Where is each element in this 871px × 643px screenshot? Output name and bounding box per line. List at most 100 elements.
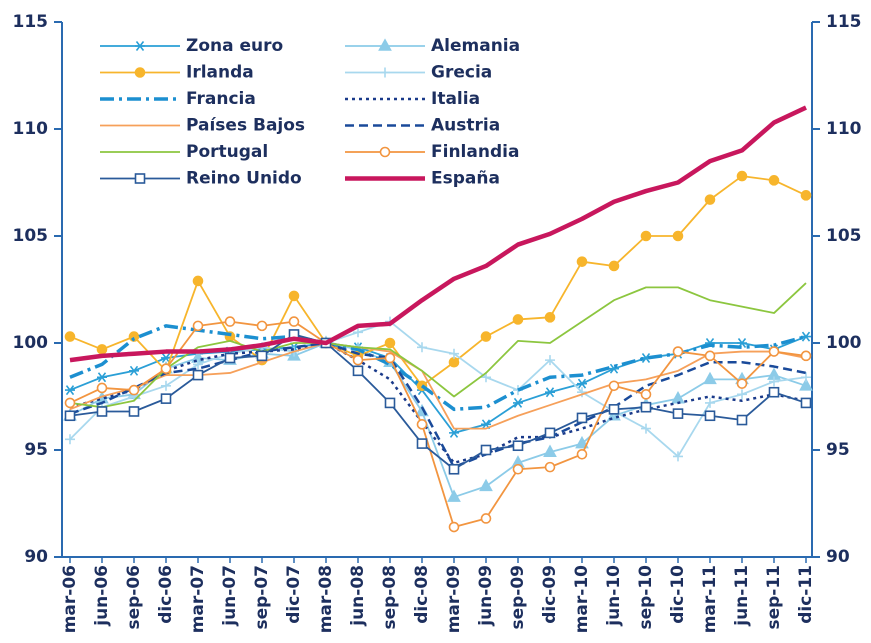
legend-label: Italia	[431, 89, 480, 109]
data-point	[800, 190, 812, 201]
legend-label: Portugal	[186, 142, 268, 162]
data-point	[161, 352, 171, 363]
data-point	[128, 384, 140, 396]
y2-tick-label: 95	[826, 440, 850, 460]
legend-marker	[379, 146, 391, 158]
data-point	[480, 513, 492, 524]
data-point	[256, 320, 268, 332]
data-point	[416, 419, 428, 430]
data-point	[577, 387, 587, 398]
data-point	[256, 350, 268, 362]
data-point	[544, 461, 556, 473]
data-point	[513, 397, 523, 408]
legend-marker	[380, 67, 390, 78]
data-point	[224, 316, 236, 327]
x-tick-label: dic-09	[540, 565, 560, 624]
data-point	[641, 423, 651, 434]
legend-marker	[134, 67, 146, 78]
legend-label: Grecia	[431, 63, 492, 83]
legend-marker	[134, 173, 146, 184]
x-tick-label: jun-06	[92, 565, 112, 627]
legend-label: Reino Unido	[186, 169, 302, 189]
series-line	[69, 105, 807, 363]
data-point	[128, 406, 140, 417]
x-tick-label: dic-08	[412, 565, 432, 624]
data-point	[448, 521, 460, 533]
x-tick-label: dic-07	[284, 565, 304, 624]
data-point	[545, 355, 555, 366]
data-point	[800, 350, 812, 362]
data-point	[65, 385, 75, 396]
data-point	[640, 230, 652, 242]
y-tick-label: 115	[13, 12, 49, 32]
data-point	[576, 412, 588, 424]
data-point	[479, 478, 493, 492]
data-point	[129, 365, 139, 376]
legend-label: Austria	[431, 116, 500, 136]
data-point	[288, 316, 300, 327]
data-point	[480, 331, 492, 342]
x-tick-label: jun-08	[348, 565, 368, 627]
data-point	[736, 170, 748, 182]
legend-label: Irlanda	[186, 63, 254, 83]
data-point	[96, 382, 108, 394]
x-tick-label: sep-06	[124, 565, 144, 630]
data-point	[288, 290, 300, 302]
data-point	[672, 230, 684, 242]
data-point	[448, 356, 460, 368]
data-point	[447, 489, 461, 502]
data-point	[608, 260, 620, 272]
data-point	[384, 352, 396, 364]
legend-label: Alemania	[431, 36, 520, 56]
data-point	[65, 434, 75, 445]
legend: Zona euro Alemania Irlanda Grecia Francia Ita…	[88, 32, 543, 194]
x-tick-label: mar-10	[572, 565, 592, 633]
data-point	[512, 463, 524, 475]
data-point	[705, 397, 715, 408]
data-point	[480, 444, 492, 456]
data-point	[799, 378, 813, 391]
legend-box	[88, 32, 543, 194]
series-line	[69, 342, 807, 430]
data-point	[576, 448, 588, 460]
x-tick-label: mar-07	[188, 565, 208, 633]
x-tick-label: sep-08	[380, 565, 400, 630]
x-tick-label: jun-11	[732, 565, 752, 627]
data-point	[801, 331, 811, 342]
data-point	[64, 331, 76, 342]
data-point	[673, 451, 683, 462]
x-tick-label: sep-10	[636, 565, 656, 630]
data-point	[193, 359, 203, 370]
y-tick-label: 100	[13, 333, 49, 353]
y2-tick-label: 110	[826, 119, 862, 139]
legend-label: Finlandia	[431, 142, 519, 162]
x-tick-label: dic-11	[796, 565, 816, 624]
series-line	[69, 324, 807, 412]
legend-label: Francia	[186, 89, 256, 109]
x-tick-label: mar-08	[316, 565, 336, 633]
data-point	[800, 397, 812, 409]
data-point	[449, 427, 459, 438]
data-point	[768, 175, 780, 186]
data-point	[577, 378, 587, 389]
legend-marker	[378, 38, 392, 51]
data-point	[769, 376, 779, 387]
data-point	[224, 352, 236, 364]
series-line	[69, 175, 807, 387]
x-tick-label: mar-09	[444, 565, 464, 633]
data-point	[703, 371, 717, 385]
data-point	[576, 256, 588, 267]
y2-tick-label: 105	[826, 226, 862, 246]
data-point	[352, 354, 364, 366]
data-point	[384, 337, 396, 349]
data-point	[608, 380, 620, 392]
data-point	[736, 378, 748, 389]
data-point	[97, 372, 107, 383]
legend-label: Países Bajos	[186, 116, 305, 136]
series-line	[69, 341, 807, 469]
data-point	[640, 401, 652, 413]
data-point	[384, 397, 396, 409]
y2-tick-label: 90	[826, 547, 850, 567]
x-tick-label: sep-11	[764, 565, 784, 630]
